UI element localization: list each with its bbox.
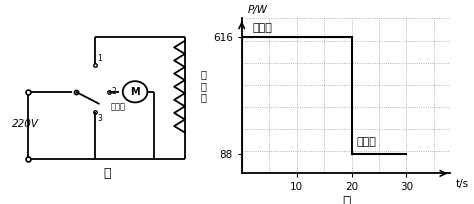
Text: t/s: t/s — [456, 180, 469, 190]
Text: 1: 1 — [97, 54, 102, 63]
Text: M: M — [130, 87, 140, 97]
Text: 电风扇: 电风扇 — [111, 103, 126, 112]
Text: 凉风档: 凉风档 — [357, 137, 377, 147]
Text: 3: 3 — [97, 114, 102, 123]
Text: 2: 2 — [111, 87, 116, 96]
Text: 热风档: 热风档 — [253, 22, 273, 32]
Text: 电
热
丝: 电 热 丝 — [201, 69, 207, 102]
Text: P/W: P/W — [247, 5, 267, 15]
Text: 220V: 220V — [12, 119, 39, 130]
Text: 甲: 甲 — [103, 167, 110, 180]
Text: 乙: 乙 — [342, 195, 350, 204]
